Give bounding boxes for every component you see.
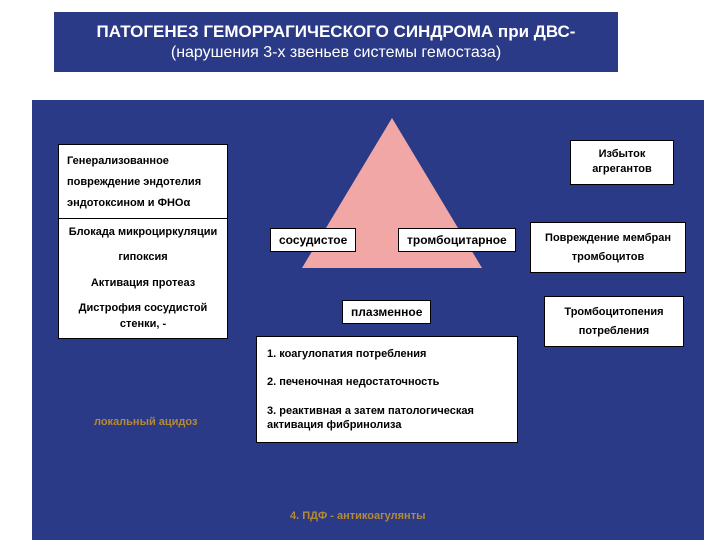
- left-box-list-2: Активация протеаз: [67, 276, 219, 291]
- title-line-2: (нарушения 3-х звеньев системы гемостаза…: [66, 44, 606, 62]
- left-box-list-1: гипоксия: [67, 250, 219, 265]
- title-banner: ПАТОГЕНЕЗ ГЕМОРРАГИЧЕСКОГО СИНДРОМА при …: [54, 12, 618, 72]
- right-box-membranes-text: Повреждение мембран тромбоцитов: [545, 232, 671, 263]
- right-box-aggregants: Избыток агрегантов: [570, 140, 674, 185]
- left-box-endothelium-text: Генерализованное повреждение эндотелия э…: [67, 155, 201, 209]
- bottom-note-pdf: 4. ПДФ - антикоагулянты: [290, 510, 426, 522]
- right-box-thrombocytopenia: Тромбоцитопения потребления: [544, 296, 684, 347]
- left-box-endothelium: Генерализованное повреждение эндотелия э…: [58, 144, 228, 221]
- left-box-list-3: Дистрофия сосудистой стенки, -: [67, 301, 219, 332]
- bottom-list-2: 3. реактивная а затем патологическая акт…: [267, 404, 507, 433]
- bottom-list-1: 2. печеночная недостаточность: [267, 375, 507, 389]
- right-box-thrombocytopenia-text: Тромбоцитопения потребления: [564, 306, 663, 337]
- label-vascular: сосудистое: [270, 228, 356, 252]
- right-box-aggregants-text: Избыток агрегантов: [592, 148, 652, 175]
- bottom-box-plasma-list: 1. коагулопатия потребления 2. печеночна…: [256, 336, 518, 443]
- title-line-1: ПАТОГЕНЕЗ ГЕМОРРАГИЧЕСКОГО СИНДРОМА при …: [66, 22, 606, 42]
- label-plasma: плазменное: [342, 300, 431, 324]
- left-box-list-0: Блокада микроциркуляции: [67, 225, 219, 240]
- left-note-acidosis: локальный ацидоз: [94, 416, 197, 428]
- left-box-list: Блокада микроциркуляции гипоксия Активац…: [58, 218, 228, 339]
- label-platelet: тромбоцитарное: [398, 228, 516, 252]
- right-box-membranes: Повреждение мембран тромбоцитов: [530, 222, 686, 273]
- bottom-list-0: 1. коагулопатия потребления: [267, 347, 507, 361]
